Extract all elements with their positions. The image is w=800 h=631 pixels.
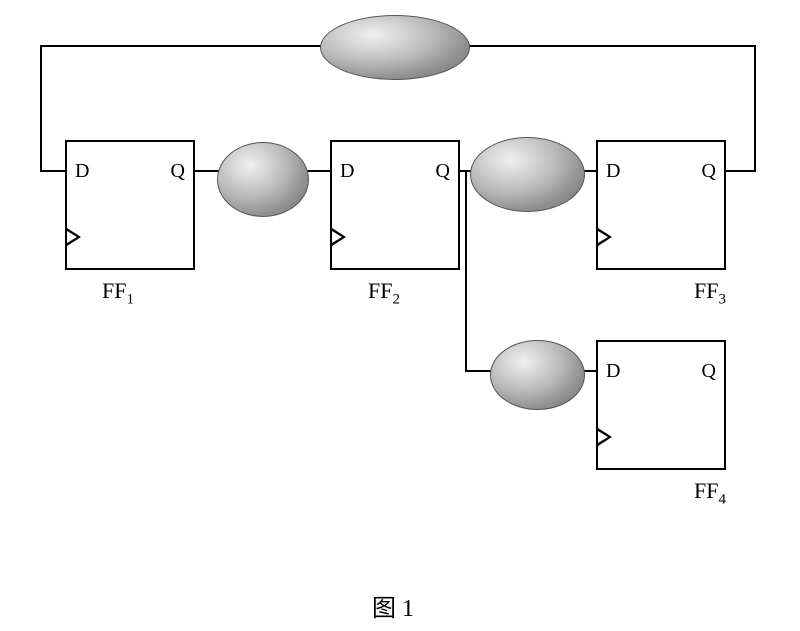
flipflop-3: D Q bbox=[596, 140, 726, 270]
figure-caption: 图 1 bbox=[372, 588, 414, 623]
ff4-label: FF4 bbox=[694, 478, 726, 508]
ff4-d-pin: D bbox=[606, 360, 620, 383]
wire bbox=[306, 170, 330, 172]
logic-cloud-23 bbox=[470, 137, 585, 212]
wire bbox=[195, 170, 220, 172]
flipflop-2: D Q bbox=[330, 140, 460, 270]
ff3-label: FF3 bbox=[694, 278, 726, 308]
ff2-label: FF2 bbox=[368, 278, 400, 308]
logic-cloud-24 bbox=[490, 340, 585, 410]
ff1-d-pin: D bbox=[75, 160, 89, 183]
wire bbox=[40, 45, 324, 47]
flipflop-1: D Q bbox=[65, 140, 195, 270]
ff1-label: FF1 bbox=[102, 278, 134, 308]
logic-cloud-12 bbox=[217, 142, 309, 217]
wire bbox=[40, 170, 65, 172]
logic-cloud-top bbox=[320, 15, 470, 80]
wire bbox=[465, 170, 467, 372]
ff1-clk-icon bbox=[67, 228, 81, 246]
flipflop-4: D Q bbox=[596, 340, 726, 470]
wire bbox=[726, 170, 756, 172]
ff3-clk-icon bbox=[598, 228, 612, 246]
ff3-d-pin: D bbox=[606, 160, 620, 183]
ff4-clk-icon bbox=[598, 428, 612, 446]
ff4-q-pin: Q bbox=[702, 360, 716, 383]
diagram-canvas: D Q FF1 D Q FF2 D Q FF3 D Q FF4 图 1 bbox=[0, 0, 800, 631]
ff2-clk-icon bbox=[332, 228, 346, 246]
wire bbox=[468, 45, 756, 47]
wire bbox=[754, 45, 756, 172]
ff3-q-pin: Q bbox=[702, 160, 716, 183]
ff2-q-pin: Q bbox=[436, 160, 450, 183]
ff1-q-pin: Q bbox=[171, 160, 185, 183]
wire bbox=[465, 370, 493, 372]
ff2-d-pin: D bbox=[340, 160, 354, 183]
wire bbox=[40, 45, 42, 172]
